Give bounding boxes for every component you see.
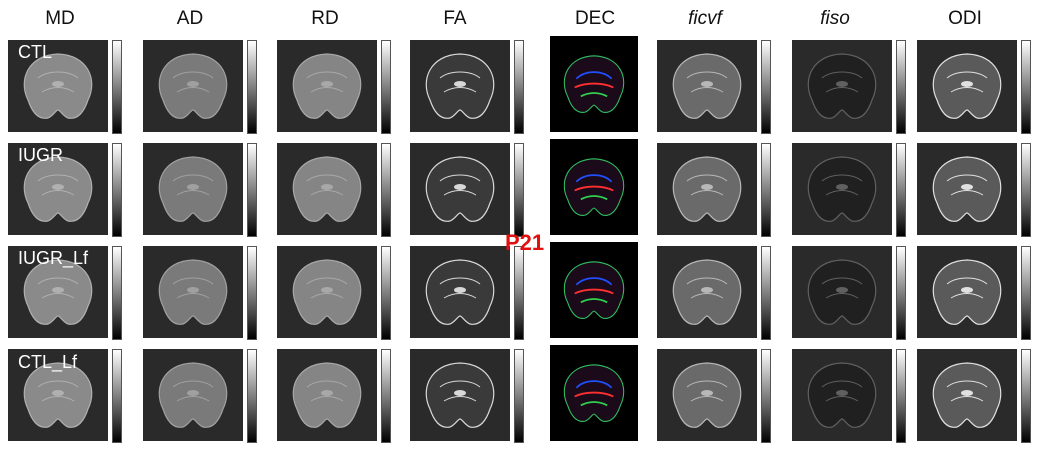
colorbar-ctl-lf-ad — [247, 349, 257, 443]
colorbar-iugr-ad — [247, 143, 257, 237]
colorbar-ctl-fiso — [896, 40, 906, 134]
brain-slice-ctl-lf-fa — [410, 349, 510, 441]
colorbar-iugr-lf-fa — [514, 246, 524, 340]
brain-slice-ctl-md — [8, 40, 108, 132]
column-title-fa: FA — [443, 8, 467, 29]
brain-slice-ctl-fiso — [792, 40, 892, 132]
brain-slice-ctl-ad — [143, 40, 243, 132]
brain-slice-iugr-odi — [917, 143, 1017, 235]
colorbar-iugr-lf-rd — [381, 246, 391, 340]
brain-slice-ctl-fa — [410, 40, 510, 132]
column-title-ficvf: ficvf — [688, 8, 722, 29]
brain-slice-ctl-rd — [277, 40, 377, 132]
colorbar-ctl-lf-odi — [1021, 349, 1031, 443]
age-label: P21 — [505, 230, 545, 255]
colorbar-iugr-lf-ad — [247, 246, 257, 340]
brain-slice-iugr-ficvf — [657, 143, 757, 235]
brain-slice-ctl-lf-dec — [550, 345, 638, 441]
colorbar-ctl-odi — [1021, 40, 1031, 134]
column-title-odi: ODI — [948, 8, 982, 29]
brain-slice-iugr-dec — [550, 139, 638, 235]
brain-slice-iugr-md — [8, 143, 108, 235]
brain-slice-iugr-fiso — [792, 143, 892, 235]
row-label-ctl-lf: CTL_Lf — [18, 352, 78, 372]
column-title-dec: DEC — [574, 8, 616, 29]
colorbar-iugr-odi — [1021, 143, 1031, 237]
colorbar-ctl-lf-fa — [514, 349, 524, 443]
row-label-iugr: IUGR — [18, 145, 63, 165]
colorbar-ctl-ad — [247, 40, 257, 134]
brain-slice-ctl-dec — [550, 36, 638, 132]
colorbar-ctl-md — [112, 40, 122, 134]
colorbar-ctl-lf-ficvf — [761, 349, 771, 443]
colorbar-ctl-lf-fiso — [896, 349, 906, 443]
colorbar-ctl-ficvf — [761, 40, 771, 134]
colorbar-iugr-md — [112, 143, 122, 237]
colorbar-iugr-ficvf — [761, 143, 771, 237]
colorbar-ctl-lf-md — [112, 349, 122, 443]
brain-slice-iugr-rd — [277, 143, 377, 235]
column-title-fiso: fiso — [820, 8, 850, 29]
colorbar-ctl-lf-rd — [381, 349, 391, 443]
brain-slice-iugr-fa — [410, 143, 510, 235]
brain-slice-ctl-lf-odi — [917, 349, 1017, 441]
brain-slice-ctl-lf-ficvf — [657, 349, 757, 441]
column-title-md: MD — [45, 8, 75, 29]
brain-slice-iugr-lf-fiso — [792, 246, 892, 338]
column-title-rd: RD — [311, 8, 339, 29]
brain-slice-ctl-lf-md — [8, 349, 108, 441]
brain-slice-ctl-lf-fiso — [792, 349, 892, 441]
row-label-ctl: CTL — [18, 42, 53, 62]
brain-slice-iugr-lf-ficvf — [657, 246, 757, 338]
column-title-ad: AD — [176, 8, 204, 29]
brain-slice-iugr-lf-md — [8, 246, 108, 338]
colorbar-iugr-lf-ficvf — [761, 246, 771, 340]
brain-slice-iugr-lf-rd — [277, 246, 377, 338]
colorbar-iugr-fiso — [896, 143, 906, 237]
brain-slice-ctl-lf-ad — [143, 349, 243, 441]
row-label-iugr-lf: IUGR_Lf — [18, 248, 89, 268]
brain-slice-ctl-ficvf — [657, 40, 757, 132]
brain-slice-ctl-odi — [917, 40, 1017, 132]
colorbar-ctl-fa — [514, 40, 524, 134]
brain-slice-iugr-lf-odi — [917, 246, 1017, 338]
brain-slice-iugr-lf-fa — [410, 246, 510, 338]
brain-slice-iugr-lf-ad — [143, 246, 243, 338]
colorbar-iugr-fa — [514, 143, 524, 237]
brain-slice-ctl-lf-rd — [277, 349, 377, 441]
colorbar-iugr-lf-fiso — [896, 246, 906, 340]
colorbar-ctl-rd — [381, 40, 391, 134]
colorbar-iugr-lf-md — [112, 246, 122, 340]
brain-slice-iugr-ad — [143, 143, 243, 235]
colorbar-iugr-lf-odi — [1021, 246, 1031, 340]
brain-slice-iugr-lf-dec — [550, 242, 638, 338]
colorbar-iugr-rd — [381, 143, 391, 237]
